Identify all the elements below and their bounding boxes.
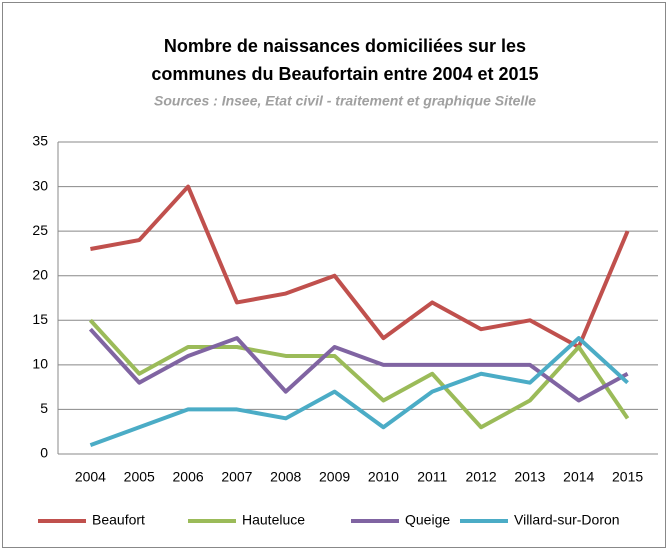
legend-label: Beaufort	[92, 512, 145, 528]
x-tick-label: 2010	[368, 469, 399, 485]
y-tick-label: 35	[32, 133, 48, 149]
x-tick-label: 2009	[319, 469, 350, 485]
y-tick-label: 25	[32, 222, 48, 238]
line-series	[90, 184, 630, 350]
x-tick-label: 2007	[221, 469, 252, 485]
line-series	[88, 327, 629, 403]
y-tick-label: 20	[32, 266, 48, 282]
x-tick-label: 2014	[563, 469, 594, 485]
legend-label: Queige	[405, 512, 450, 528]
legend-label: Hauteluce	[242, 512, 305, 528]
x-tick-label: 2012	[466, 469, 497, 485]
y-tick-label: 5	[40, 400, 48, 416]
y-tick-label: 15	[32, 311, 48, 327]
chart-subtitle: Sources : Insee, Etat civil - traitement…	[154, 93, 536, 109]
chart-title: communes du Beaufortain entre 2004 et 20…	[151, 64, 538, 84]
x-tick-label: 2015	[612, 469, 643, 485]
x-tick-label: 2006	[173, 469, 204, 485]
x-tick-label: 2011	[417, 469, 447, 485]
x-tick-label: 2013	[514, 469, 545, 485]
x-tick-label: 2004	[75, 469, 106, 485]
y-tick-label: 30	[32, 177, 48, 193]
legend-label: Villard-sur-Doron	[514, 512, 620, 528]
x-tick-label: 2008	[270, 469, 301, 485]
x-tick-label: 2005	[124, 469, 155, 485]
chart-title: Nombre de naissances domiciliées sur les	[164, 36, 526, 56]
y-tick-label: 10	[32, 356, 48, 372]
y-tick-label: 0	[40, 445, 48, 461]
line-series	[89, 336, 629, 447]
line-series	[88, 318, 630, 430]
